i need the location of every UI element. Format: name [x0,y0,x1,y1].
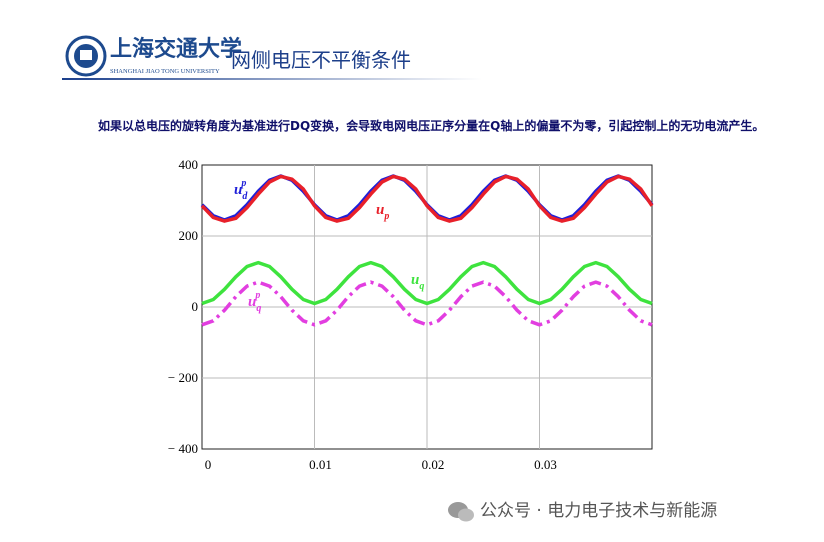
series-label: up [376,202,389,222]
x-tick-label: 0.02 [422,457,445,472]
y-tick-label: 200 [179,228,199,243]
y-tick-label: 400 [179,157,199,172]
series-name: u [411,272,419,288]
series-sub: q [419,281,424,292]
school-en: SHANGHAI JIAO TONG UNIVERSITY [110,68,220,75]
x-tick-label: 0 [205,457,212,472]
y-tick-label: − 200 [168,370,198,385]
series-line [200,174,654,223]
series-sup: p [240,178,246,189]
x-tick-label: 0.01 [309,457,332,472]
x-tick-label: 0.03 [534,457,557,472]
y-tick-label: 0 [192,299,199,314]
logo [65,35,107,77]
series-label: udp [234,178,248,202]
series-line [201,260,653,306]
series-name: u [248,294,256,310]
school-cn: 上海交通大学 [110,36,242,62]
series-name: u [376,202,384,218]
series-label: uq [411,272,424,292]
series-sub: d [242,191,248,202]
header-rule [62,78,482,80]
series-name: u [234,182,242,198]
paragraph: 如果以总电压的旋转角度为基准进行DQ变换，会导致电网电压正序分量在Q轴上的偏量不… [98,119,765,133]
footer-text: 公众号 · 电力电子技术与新能源 [480,501,717,521]
series-sup: p [254,290,260,301]
series-label: uqp [248,290,261,314]
y-tick-label: − 400 [168,441,198,456]
slide-title: 网侧电压不平衡条件 [231,48,411,72]
series-line [201,280,653,327]
wechat-icon [458,508,474,522]
series-sub: p [383,211,389,222]
footer: 公众号 · 电力电子技术与新能源 [448,501,717,522]
series-sub: q [256,303,261,314]
